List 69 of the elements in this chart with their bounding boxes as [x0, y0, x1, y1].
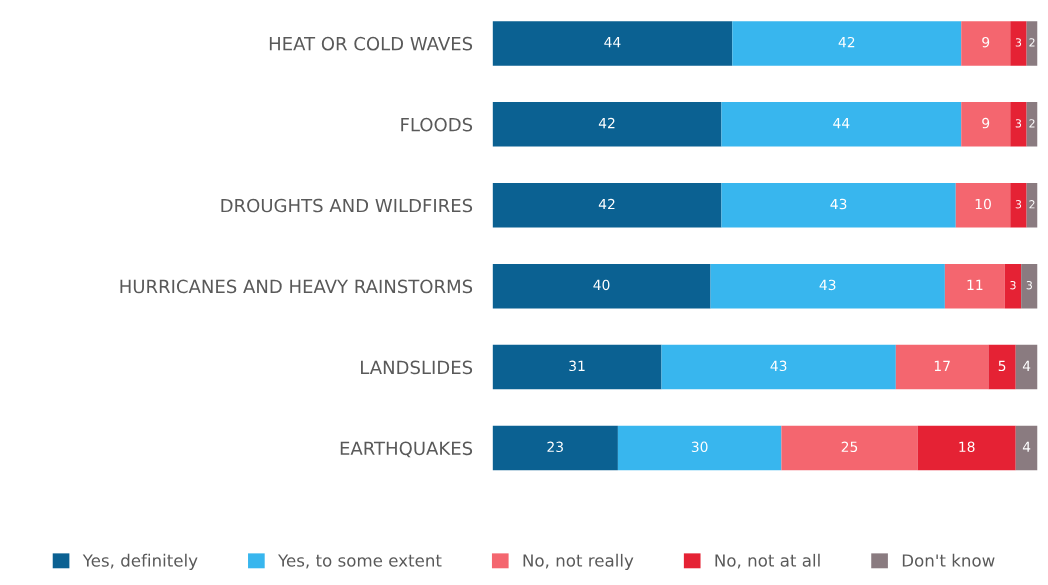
legend-label: Yes, to some extent [278, 554, 442, 569]
bar [1004, 263, 1022, 309]
data-label: 11 [967, 279, 983, 290]
bar [732, 21, 962, 66]
bar [955, 182, 1011, 228]
data-label: 3 [1015, 119, 1022, 128]
bar [944, 263, 1005, 309]
data-label: 4 [1022, 441, 1031, 452]
y-tick-label: HEAT OR COLD WAVES [269, 36, 473, 51]
data-label: 43 [830, 198, 847, 210]
data-label: 3 [1026, 280, 1032, 290]
legend-label: Don't know [902, 553, 995, 567]
data-label: 2 [1029, 119, 1035, 128]
bar [1026, 21, 1038, 66]
data-label: 23 [547, 441, 563, 453]
y-tick-label: EARTHQUAKES [340, 441, 473, 458]
data-label: 31 [569, 360, 585, 372]
data-label: 2 [1029, 200, 1035, 209]
bar [492, 102, 722, 147]
legend-label: No, not really [523, 553, 634, 570]
data-label: 43 [770, 360, 787, 372]
bar [721, 182, 956, 228]
bar [1010, 182, 1027, 228]
data-label: 3 [1015, 38, 1022, 47]
bar [961, 21, 1011, 66]
data-label: 5 [998, 360, 1006, 372]
data-label: 42 [838, 36, 855, 48]
bar [781, 425, 918, 471]
data-label: 44 [833, 118, 850, 129]
data-label: 25 [841, 441, 858, 453]
bar [492, 425, 618, 471]
bar [917, 425, 1016, 471]
data-label: 4 [1022, 360, 1031, 371]
bar [492, 182, 722, 228]
bar [1010, 21, 1027, 66]
data-label: 18 [959, 441, 975, 453]
data-label: 42 [598, 198, 615, 210]
data-label: 30 [691, 441, 708, 453]
bar [721, 102, 962, 147]
bar [617, 425, 782, 471]
bar [492, 263, 711, 309]
legend-label: Yes, definitely [82, 553, 198, 570]
bar [1010, 102, 1027, 147]
bar [1015, 344, 1038, 390]
data-label: 40 [593, 279, 610, 291]
bar [1015, 425, 1038, 471]
legend-label: No, not at all [715, 553, 820, 569]
bar [492, 21, 733, 66]
bar [961, 102, 1011, 147]
y-tick-label: HURRICANES AND HEAVY RAINSTORMS [120, 279, 473, 294]
data-label: 9 [982, 117, 990, 129]
y-tick-label: FLOODS [401, 117, 473, 132]
data-label: 3 [1015, 200, 1022, 209]
bar [895, 344, 989, 390]
bar [661, 344, 896, 390]
data-label: 42 [598, 117, 615, 129]
bar [1021, 263, 1038, 309]
y-tick-label: LANDSLIDES [361, 360, 473, 375]
bar [710, 263, 945, 309]
bar [492, 344, 662, 390]
data-label: 9 [982, 36, 990, 48]
data-label: 10 [975, 198, 991, 210]
data-label: 17 [934, 360, 950, 371]
data-label: 3 [1010, 280, 1016, 290]
data-label: 44 [604, 37, 621, 48]
y-tick-label: DROUGHTS AND WILDFIRES [221, 198, 473, 213]
data-label: 43 [819, 279, 836, 291]
bar [988, 344, 1016, 390]
data-label: 2 [1029, 38, 1035, 47]
